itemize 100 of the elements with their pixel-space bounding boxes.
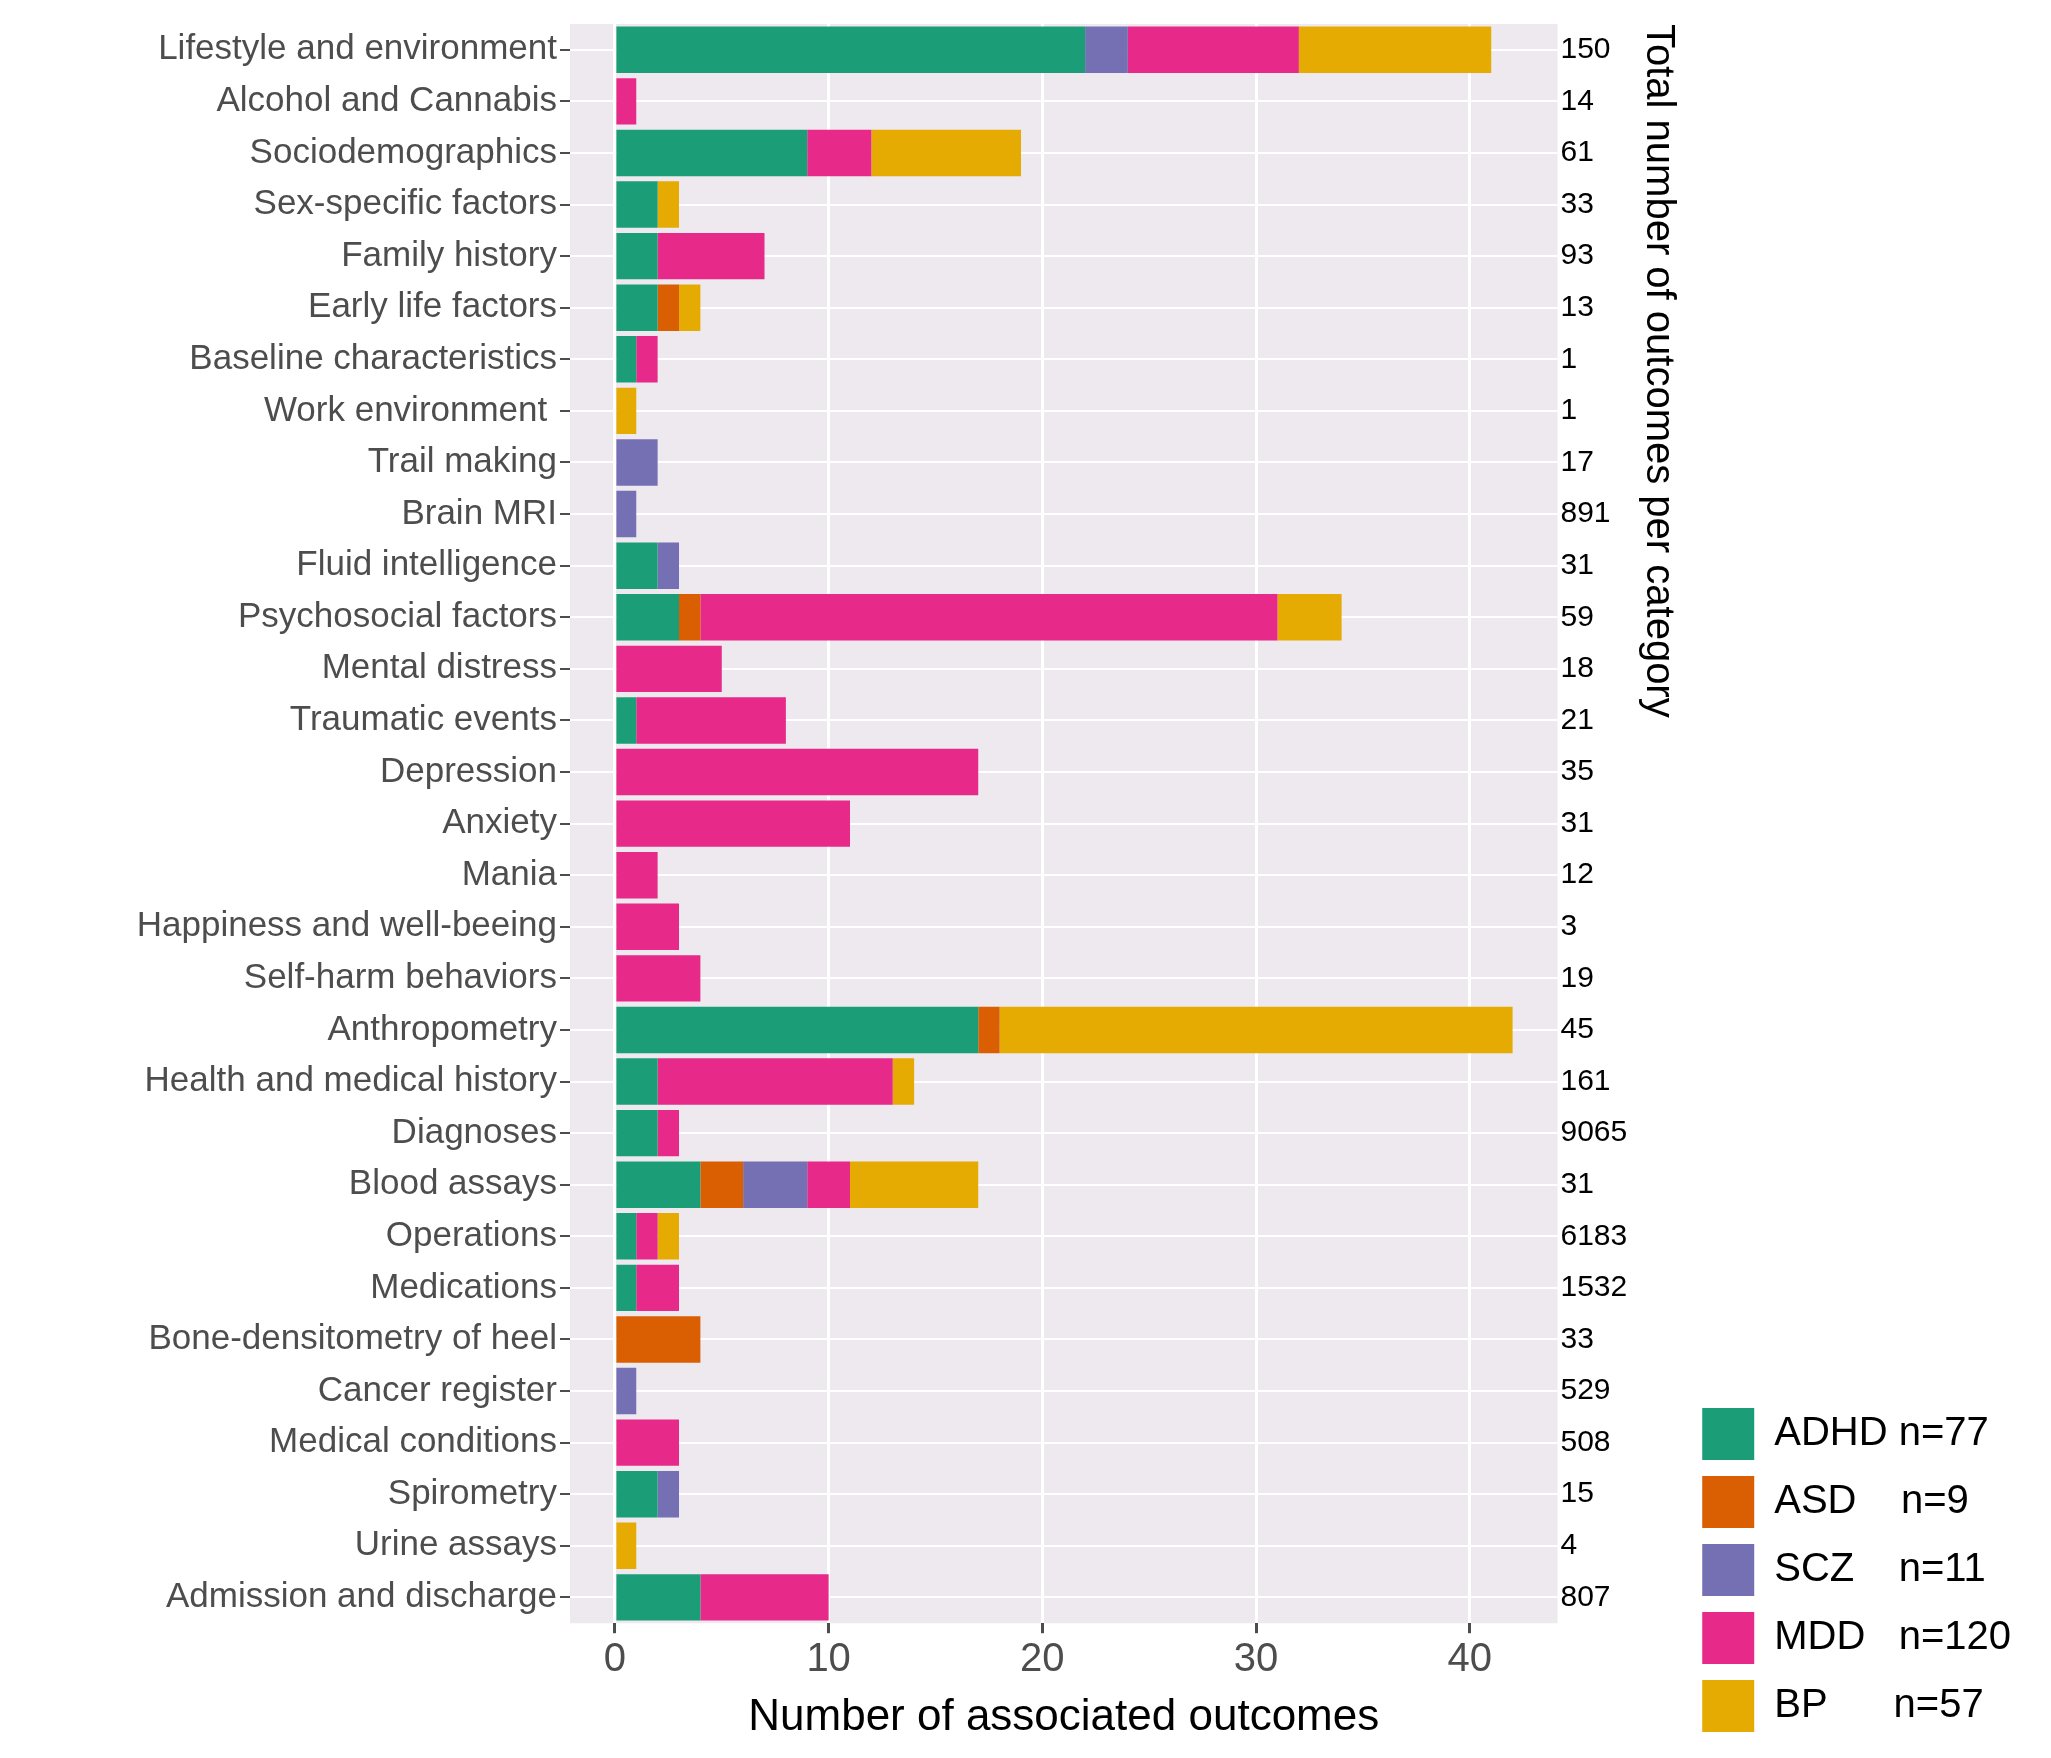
- y2-tick-label: 18: [1560, 650, 1594, 684]
- x-tick-label: 0: [603, 1635, 627, 1680]
- bar: [1085, 26, 1128, 74]
- bar: [807, 1161, 850, 1208]
- bar: [616, 851, 658, 899]
- bar: [1127, 26, 1299, 74]
- y-tick-label: Sex-specific factors: [253, 182, 557, 222]
- bar: [616, 490, 637, 538]
- y-tick-label: Anxiety: [442, 801, 558, 841]
- y2-tick-label: 161: [1560, 1062, 1611, 1096]
- bar: [616, 542, 658, 589]
- y-tick-label: Mania: [461, 852, 558, 892]
- bar: [616, 800, 850, 847]
- legend-label: ASD n=9: [1774, 1477, 1969, 1522]
- bar: [636, 697, 786, 744]
- bar: [657, 232, 765, 280]
- y2-tick-label: 19: [1560, 959, 1594, 993]
- bar: [616, 955, 701, 1002]
- y-tick-label: Trail making: [367, 440, 557, 480]
- bar: [636, 1264, 680, 1312]
- y-tick-label: Sociodemographics: [249, 130, 557, 170]
- y2-tick-label: 807: [1560, 1578, 1611, 1612]
- bar: [892, 1058, 915, 1105]
- y2-tick-label: 1532: [1560, 1269, 1628, 1303]
- y2-tick-label: 1: [1560, 392, 1578, 426]
- y2-tick-label: 1: [1560, 340, 1578, 374]
- y2-tick-label: 17: [1560, 443, 1594, 477]
- y-tick-label: Happiness and well-beeing: [136, 904, 557, 944]
- bar: [616, 645, 722, 693]
- y-tick-label: Brain MRI: [401, 491, 557, 531]
- bar: [636, 1213, 658, 1260]
- legend-label: ADHD n=77: [1774, 1409, 1989, 1454]
- bar: [616, 336, 637, 383]
- y-tick-label: Admission and discharge: [165, 1575, 557, 1615]
- bar: [657, 1109, 680, 1157]
- bar: [616, 748, 979, 796]
- y2-tick-label: 93: [1560, 237, 1594, 271]
- y2-tick-label: 33: [1560, 185, 1594, 219]
- y2-tick-label: 12: [1560, 856, 1594, 890]
- bar: [616, 1316, 701, 1363]
- bar: [616, 387, 637, 435]
- bar: [616, 129, 808, 177]
- bar: [657, 181, 680, 228]
- bar: [657, 1471, 680, 1518]
- bar: [657, 542, 680, 589]
- y-tick-label: Work environment: [263, 388, 557, 428]
- y-tick-label: Lifestyle and environment: [158, 27, 558, 67]
- bar: [679, 284, 701, 331]
- x-tick-label: 30: [1233, 1635, 1279, 1680]
- bar: [807, 129, 872, 177]
- bar: [616, 1574, 701, 1621]
- y2-tick-label: 59: [1560, 598, 1594, 632]
- bar: [616, 1419, 680, 1466]
- y2-tick-label: 31: [1560, 546, 1594, 580]
- bar: [657, 284, 680, 331]
- y-tick-label: Family history: [341, 233, 558, 273]
- y-tick-label: Cancer register: [317, 1368, 558, 1408]
- bar: [616, 181, 658, 228]
- y-tick-label: Baseline characteristics: [189, 336, 557, 376]
- bar: [636, 336, 658, 383]
- y-tick-label: Mental distress: [321, 646, 557, 686]
- bar: [871, 129, 1021, 177]
- bar: [616, 232, 658, 280]
- bar: [679, 594, 701, 641]
- y-tick-label: Medications: [370, 1265, 557, 1305]
- y2-tick-label: 3: [1560, 908, 1578, 942]
- y2-axis-title: Total number of outcomes per category: [1639, 24, 1684, 718]
- bar: [1277, 594, 1342, 641]
- bar: [616, 1058, 658, 1105]
- bar: [616, 1471, 658, 1518]
- y2-tick-label: 14: [1560, 82, 1594, 116]
- bar: [850, 1161, 979, 1208]
- y-tick-label: Fluid intelligence: [296, 543, 557, 583]
- bar: [978, 1006, 1000, 1054]
- y-tick-label: Spirometry: [387, 1471, 558, 1511]
- y2-tick-label: 61: [1560, 134, 1594, 168]
- y-tick-label: Operations: [385, 1213, 557, 1253]
- bar: [616, 26, 1086, 74]
- y-tick-label: Depression: [379, 749, 557, 789]
- bar: [616, 1161, 701, 1208]
- bar: [616, 78, 637, 125]
- y2-tick-label: 45: [1560, 1011, 1594, 1045]
- x-axis-title: Number of associated outcomes: [748, 1689, 1380, 1739]
- y2-tick-label: 31: [1560, 804, 1594, 838]
- y2-tick-label: 150: [1560, 31, 1611, 65]
- y2-tick-label: 6183: [1560, 1217, 1628, 1251]
- bar: [1298, 26, 1492, 74]
- bar: [616, 1213, 637, 1260]
- bar: [616, 1109, 658, 1157]
- bar: [700, 594, 1278, 641]
- y-tick-label: Early life factors: [308, 285, 557, 325]
- y-tick-label: Bone-densitometry of heel: [148, 1317, 557, 1357]
- legend-label: MDD n=120: [1774, 1613, 2011, 1658]
- y2-tick-label: 15: [1560, 1475, 1594, 1509]
- bar: [616, 697, 637, 744]
- bar: [616, 439, 658, 486]
- y-tick-label: Health and medical history: [144, 1059, 558, 1099]
- y-tick-label: Alcohol and Cannabis: [216, 79, 557, 119]
- bar: [700, 1161, 744, 1208]
- bar: [616, 1264, 637, 1312]
